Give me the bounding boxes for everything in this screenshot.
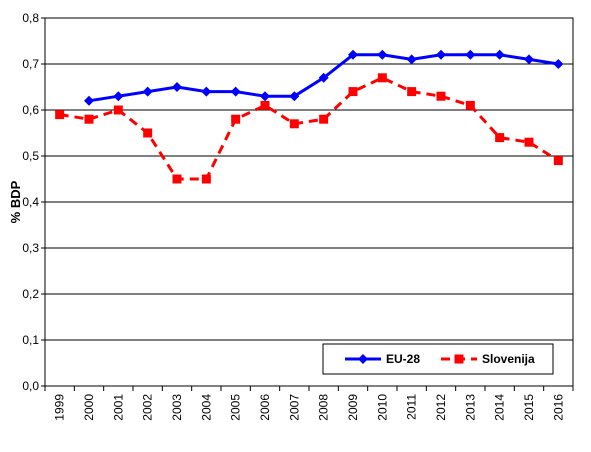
data-point-marker [348, 49, 358, 60]
data-point-marker [553, 59, 564, 69]
y-tick-label: 0,0 [22, 379, 39, 393]
x-tick-label: 2001 [111, 394, 125, 421]
legend-label: EU-28 [386, 352, 420, 366]
legend-marker [358, 354, 368, 364]
y-tick-label: 0,1 [22, 333, 39, 347]
data-point-marker [201, 86, 212, 97]
data-point-marker [465, 49, 476, 60]
series-line [59, 76, 560, 181]
x-tick-label: 2008 [317, 394, 331, 421]
data-point-marker [377, 73, 387, 83]
y-tick-label: 0,5 [22, 149, 39, 163]
data-point-marker [201, 174, 211, 184]
legend: EU-28 Slovenija [322, 343, 554, 375]
data-point-marker [260, 91, 270, 102]
x-tick-label: 2009 [346, 394, 360, 421]
data-point-marker [406, 54, 417, 65]
y-axis-label: % BDP [8, 180, 23, 223]
y-tick-label: 0,4 [22, 195, 39, 209]
data-point-marker [113, 105, 123, 115]
x-tick-label: 2003 [170, 394, 184, 421]
x-tick-label: 2007 [287, 394, 301, 421]
data-point-marker [494, 49, 505, 60]
data-point-marker [524, 54, 534, 65]
data-point-marker [142, 86, 153, 97]
data-point-marker [289, 119, 299, 129]
x-tick-label: 2013 [463, 394, 477, 421]
y-axis: 0,0 0,1 0,2 0,3 0,4 0,5 0,6 0,7 0,8 [22, 11, 45, 393]
x-tick-label: 2014 [493, 394, 507, 421]
data-point-marker [524, 137, 534, 147]
y-tick-label: 0,6 [22, 103, 39, 117]
x-tick-label: 2002 [141, 394, 155, 421]
data-point-marker [377, 49, 388, 60]
x-tick-label: 2005 [229, 394, 243, 421]
data-point-marker [495, 133, 505, 143]
legend-marker [454, 354, 464, 364]
data-point-marker [84, 95, 94, 106]
data-point-marker [172, 174, 182, 184]
data-point-marker [465, 100, 475, 110]
x-tick-label: 2004 [199, 394, 213, 421]
x-tick-label: 2006 [258, 394, 272, 421]
x-tick-label: 2010 [375, 394, 389, 421]
x-tick-label: 1999 [53, 394, 67, 421]
series-group [55, 49, 564, 184]
data-point-marker [113, 91, 124, 102]
y-tick-label: 0,2 [22, 287, 39, 301]
data-point-marker [407, 87, 417, 97]
x-axis: 1999 2000 2001 2002 2003 2004 2005 2006 2007 2008… [44, 386, 574, 421]
data-point-marker [84, 114, 94, 124]
y-tick-label: 0,8 [22, 11, 39, 25]
data-point-marker [319, 114, 329, 124]
data-point-marker [231, 114, 241, 124]
legend-label: Slovenija [482, 352, 535, 366]
data-point-marker [260, 100, 270, 110]
x-tick-label: 2015 [522, 394, 536, 421]
y-tick-label: 0,3 [22, 241, 39, 255]
series-slovenija [55, 73, 563, 184]
data-point-marker [172, 82, 182, 92]
data-point-marker [553, 156, 563, 166]
data-point-marker [143, 128, 153, 138]
data-point-marker [436, 49, 446, 60]
data-point-marker [348, 87, 358, 97]
data-point-marker [55, 110, 65, 120]
x-tick-label: 2000 [82, 394, 96, 421]
data-point-marker [436, 91, 446, 101]
y-tick-label: 0,7 [22, 57, 39, 71]
data-point-marker [289, 91, 300, 102]
x-tick-label: 2016 [551, 394, 565, 421]
x-tick-label: 2012 [434, 394, 448, 421]
data-point-marker [230, 86, 241, 97]
data-point-marker [318, 72, 329, 83]
x-tick-label: 2011 [405, 394, 419, 420]
series-eu-28 [84, 49, 564, 106]
